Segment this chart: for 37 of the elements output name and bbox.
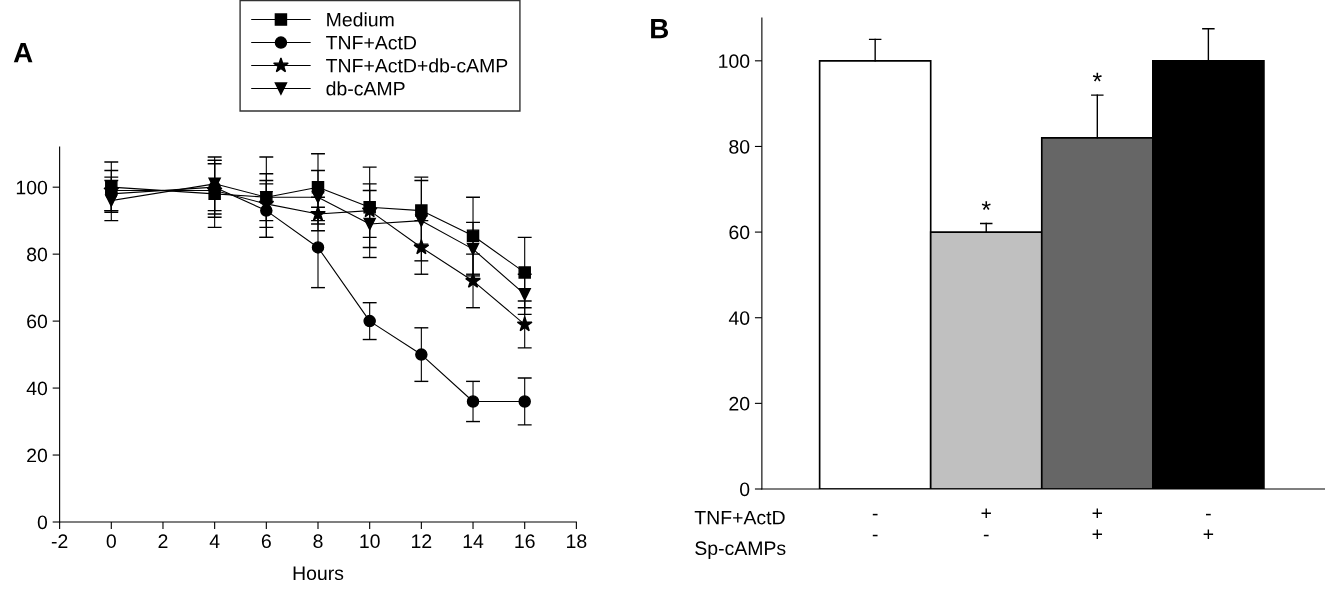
x-tick-label: 4 (209, 534, 220, 548)
x-tick-label: 6 (261, 534, 271, 549)
legend-label: TNF+ActD (326, 35, 417, 50)
x-tick-label: + - (981, 508, 991, 537)
x-axis-title: Hours (293, 566, 344, 581)
y-tick-label: 0 (740, 482, 750, 497)
legend-label: TNF+ActD+db-cAMP (326, 58, 508, 73)
x-tick-label: - + (1203, 513, 1214, 539)
chart-title: B (651, 19, 669, 39)
y-tick-label: 20 (27, 448, 48, 463)
x-tick-label: + + (1092, 508, 1103, 539)
y-tick-label: 100 (16, 180, 48, 195)
x-tick-label: 10 (360, 534, 380, 549)
x-tick-label: - - (872, 513, 878, 537)
legend-label: Medium (327, 12, 394, 27)
y-tick-label: 80 (27, 247, 48, 262)
text: Sp-cAMPs (695, 541, 786, 559)
y-tick-label: 100 (719, 54, 750, 69)
y-tick-label: 60 (729, 225, 750, 240)
text: TNF+ActD (694, 510, 785, 525)
y-tick-label: 40 (728, 311, 750, 325)
x-tick-label: 0 (106, 534, 116, 549)
x-tick-label: 14 (463, 534, 484, 548)
chart-title: A (13, 43, 33, 63)
x-tick-label: 16 (515, 534, 535, 549)
annotation: * (981, 201, 991, 210)
y-tick-label: 60 (27, 314, 48, 329)
x-tick-label: 12 (412, 534, 432, 548)
y-tick-label: 20 (729, 396, 750, 411)
annotation: * (1092, 72, 1102, 82)
y-tick-label: 80 (729, 139, 750, 154)
x-tick-label: 8 (313, 534, 323, 549)
x-tick-label: 18 (567, 534, 587, 549)
x-tick-label: 2 (158, 534, 168, 548)
y-tick-label: 40 (26, 381, 48, 396)
legend-label: db-cAMP (326, 81, 405, 96)
x-tick-label: -2 (51, 534, 68, 548)
